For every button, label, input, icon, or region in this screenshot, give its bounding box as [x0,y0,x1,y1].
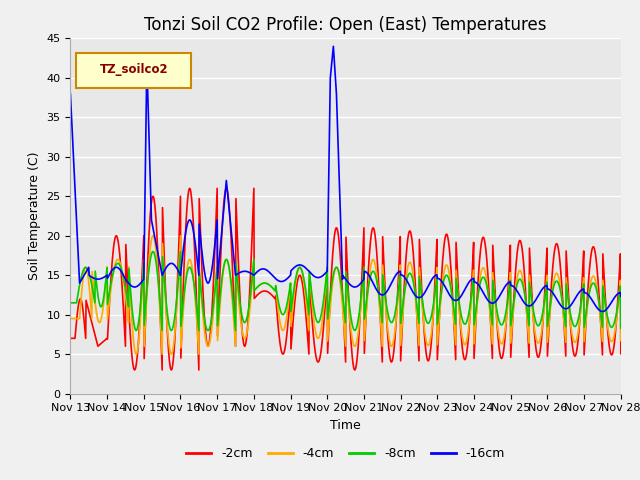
-8cm [569,320,577,326]
-8cm [284,300,291,306]
Title: Tonzi Soil CO2 Profile: Open (East) Temperatures: Tonzi Soil CO2 Profile: Open (East) Temp… [145,16,547,34]
Line: -16cm: -16cm [70,46,621,312]
Y-axis label: Soil Temperature (C): Soil Temperature (C) [28,152,41,280]
-8cm [67,300,74,306]
-2cm [131,367,138,373]
-8cm [617,325,625,331]
-2cm [522,283,529,289]
Line: -4cm: -4cm [70,236,621,354]
-2cm [617,351,625,357]
-8cm [522,295,529,300]
-2cm [67,336,74,341]
-16cm [431,274,438,279]
-2cm [189,210,196,216]
-2cm [431,286,438,291]
Line: -2cm: -2cm [70,188,621,370]
-16cm [282,276,290,282]
FancyBboxPatch shape [76,53,191,88]
-4cm [284,311,291,317]
-4cm [297,265,305,271]
-16cm [521,300,529,306]
-16cm [296,262,303,268]
-4cm [149,233,157,239]
-8cm [189,273,196,279]
-4cm [431,296,438,302]
-4cm [189,269,196,275]
-2cm [569,345,577,350]
Line: -8cm: -8cm [70,252,621,330]
-4cm [522,296,529,302]
-2cm [186,185,193,191]
-8cm [149,249,157,254]
-4cm [617,338,625,344]
-4cm [569,334,577,340]
Legend: -2cm, -4cm, -8cm, -16cm: -2cm, -4cm, -8cm, -16cm [181,443,510,466]
X-axis label: Time: Time [330,419,361,432]
-16cm [598,309,606,314]
-4cm [132,351,140,357]
-16cm [330,43,337,49]
-2cm [284,329,291,335]
-16cm [568,300,576,306]
-16cm [188,221,196,227]
-16cm [617,293,625,299]
Text: TZ_soilco2: TZ_soilco2 [99,63,168,76]
-16cm [67,91,74,96]
-2cm [297,273,305,279]
-8cm [132,327,140,333]
-4cm [67,316,74,322]
-8cm [431,292,438,298]
-8cm [297,265,305,271]
